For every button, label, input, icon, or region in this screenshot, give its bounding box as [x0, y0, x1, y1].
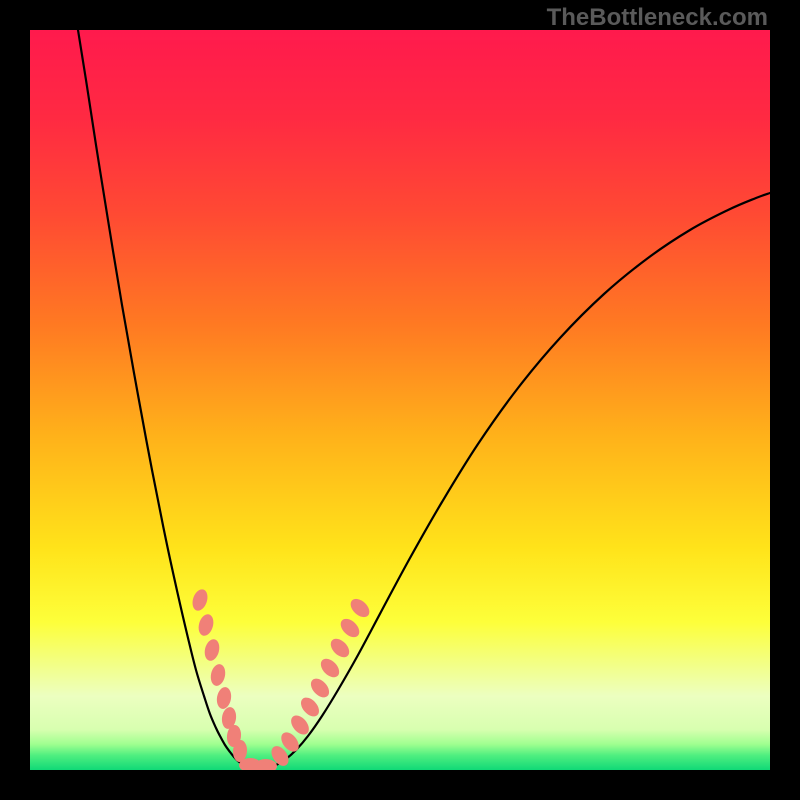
- chart-frame: TheBottleneck.com: [0, 0, 800, 800]
- gradient-background: [30, 30, 770, 770]
- watermark-text: TheBottleneck.com: [547, 4, 768, 32]
- plot-area: [30, 30, 770, 770]
- bottleneck-chart: [30, 30, 770, 770]
